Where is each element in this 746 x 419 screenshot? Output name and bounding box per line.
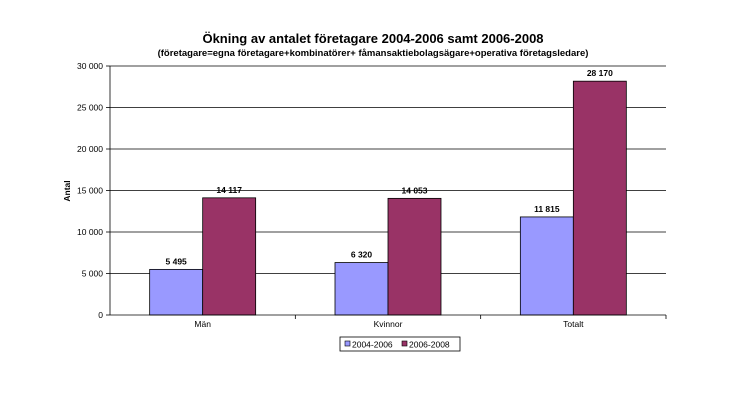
y-tick-label: 30 000: [77, 61, 103, 71]
chart-subtitle: (företagare=egna företagare+kombinatörer…: [158, 48, 589, 59]
data-label: 11 815: [534, 204, 560, 214]
legend-box: [339, 336, 461, 352]
x-axis-categories: Män Kvinnor Totalt: [194, 315, 667, 329]
bar-2006-2008-Kvinnor: [387, 197, 442, 316]
axes: [109, 66, 666, 316]
legend-label-series-1: 2004-2006: [352, 340, 393, 350]
bar-2004-2006-Totalt: [519, 216, 574, 316]
data-label: 14 117: [216, 185, 242, 195]
category-label: Totalt: [563, 319, 584, 329]
category-label: Kvinnor: [374, 319, 403, 329]
legend-swatch-series-1: [344, 340, 351, 347]
y-tick-label: 15 000: [77, 186, 103, 196]
y-axis-label: Antal: [62, 180, 72, 201]
y-tick-label: 0: [98, 310, 103, 320]
data-labels: 5 495 14 117 6 320 14 053 11 815 28 170: [166, 68, 614, 266]
category-label: Män: [194, 319, 211, 329]
y-axis-ticks: 0 5 000 10 000 15 000 20 000 25 000 30 000: [77, 61, 110, 320]
y-tick-label: 10 000: [77, 227, 103, 237]
y-tick-label: 25 000: [77, 103, 103, 113]
legend-swatch-series-2: [401, 340, 408, 347]
data-label: 6 320: [351, 250, 373, 260]
data-label: 5 495: [166, 256, 188, 266]
bar-2006-2008-Män: [202, 197, 257, 316]
bar-2004-2006-Kvinnor: [334, 262, 389, 316]
chart-title: Ökning av antalet företagare 2004-2006 s…: [202, 31, 543, 46]
bar-2004-2006-Män: [149, 268, 204, 316]
bar-2006-2008-Totalt: [572, 80, 627, 316]
legend: 2004-2006 2006-2008: [339, 336, 461, 352]
y-tick-label: 5 000: [82, 269, 104, 279]
data-label: 28 170: [587, 68, 613, 78]
y-tick-label: 20 000: [77, 144, 103, 154]
data-label: 14 053: [402, 185, 428, 195]
legend-label-series-2: 2006-2008: [409, 340, 450, 350]
bars: [149, 80, 627, 316]
